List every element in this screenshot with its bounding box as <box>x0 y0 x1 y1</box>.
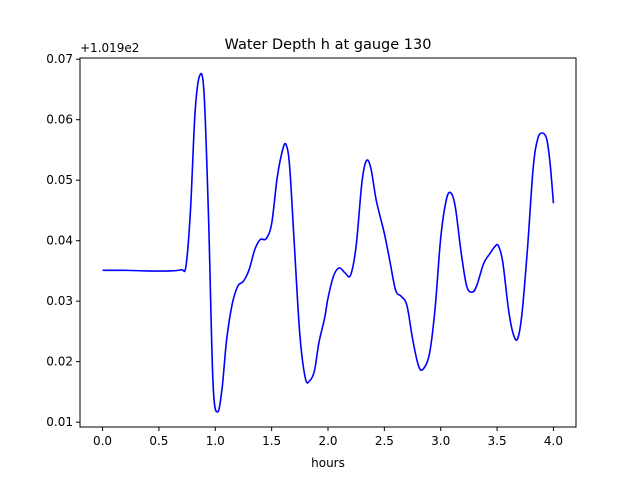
x-tick-label: 4.0 <box>544 434 563 448</box>
x-tick-label: 0.5 <box>149 434 168 448</box>
plot-frame <box>79 57 577 428</box>
x-tick-label: 3.5 <box>488 434 507 448</box>
y-tick-label: 0.02 <box>46 355 73 369</box>
x-tick-label: 0.0 <box>93 434 112 448</box>
y-tick-label: 0.01 <box>46 415 73 429</box>
series-layer <box>102 72 555 413</box>
x-tick-label: 1.5 <box>262 434 281 448</box>
x-tick-label: 3.0 <box>431 434 450 448</box>
y-axis-ticks: 0.01 0.02 0.03 0.04 0.05 0.06 0.07 <box>46 52 80 429</box>
y-tick-label: 0.06 <box>46 113 73 127</box>
y-tick-label: 0.04 <box>46 234 73 248</box>
x-axis-ticks: 0.0 0.5 1.0 1.5 2.0 2.5 3.0 3.5 4.0 <box>93 427 563 448</box>
y-tick-label: 0.05 <box>46 173 73 187</box>
axis-offset-label: +1.019e2 <box>80 41 139 55</box>
x-tick-label: 1.0 <box>206 434 225 448</box>
plot-area <box>80 58 576 427</box>
x-axis-label: hours <box>311 456 345 470</box>
y-tick-label: 0.07 <box>46 52 73 66</box>
x-tick-label: 2.5 <box>375 434 394 448</box>
series-line <box>102 72 555 413</box>
y-tick-label: 0.03 <box>46 294 73 308</box>
x-tick-label: 2.0 <box>318 434 337 448</box>
chart-title: Water Depth h at gauge 130 <box>225 37 432 53</box>
